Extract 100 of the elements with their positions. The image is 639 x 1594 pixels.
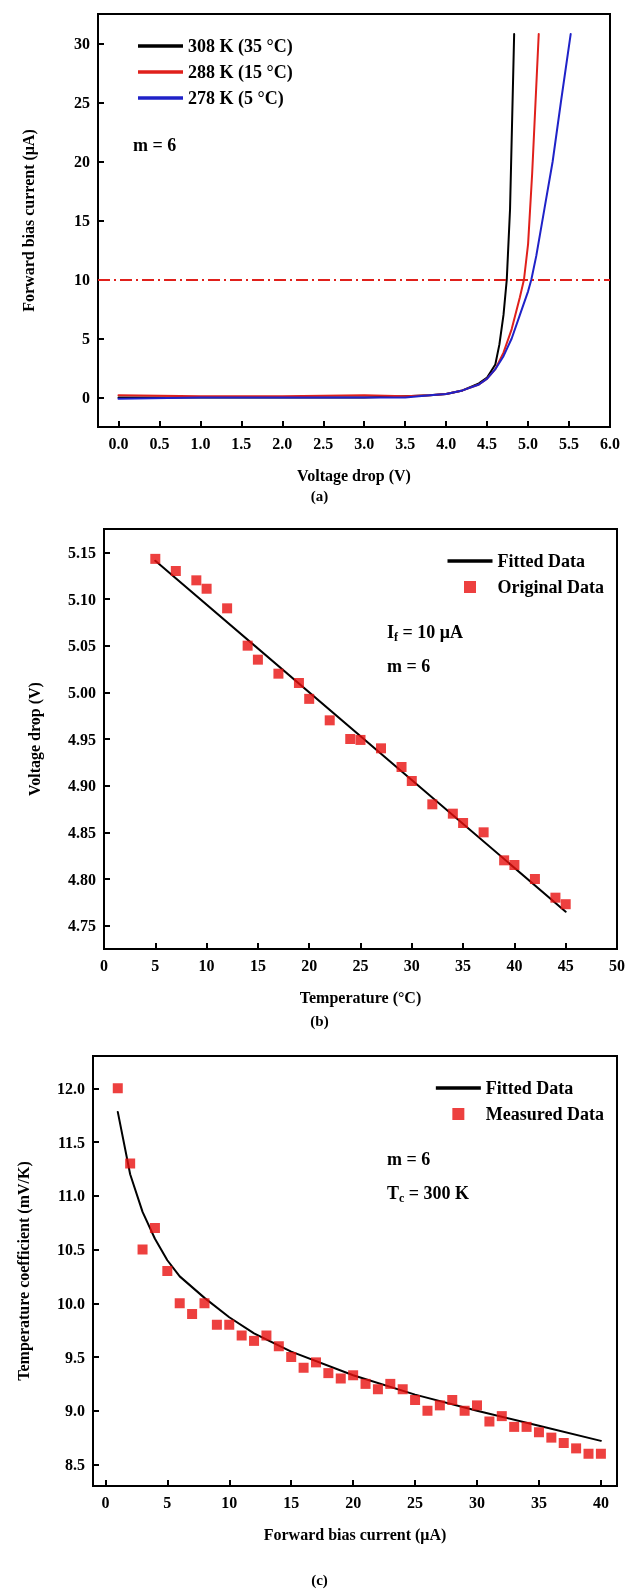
point bbox=[571, 1443, 582, 1454]
x-tick-label: 50 bbox=[609, 956, 625, 974]
point bbox=[242, 640, 253, 651]
point bbox=[252, 654, 263, 665]
y-tick-label: 5.00 bbox=[68, 683, 96, 701]
point bbox=[324, 715, 335, 726]
y-tick-label: 4.95 bbox=[68, 730, 96, 748]
point bbox=[298, 1362, 309, 1373]
y-tick-label: 5.05 bbox=[68, 637, 96, 655]
x-tick-label: 1.0 bbox=[190, 434, 211, 452]
x-tick-label: 0.5 bbox=[149, 434, 170, 452]
point bbox=[472, 1400, 483, 1411]
x-tick-label: 2.5 bbox=[313, 434, 334, 452]
point bbox=[509, 1421, 520, 1432]
x-tick-label: 25 bbox=[352, 956, 369, 974]
point bbox=[187, 1309, 198, 1319]
x-tick-label: 1.5 bbox=[231, 434, 252, 452]
annotation: m = 6 bbox=[387, 1149, 431, 1169]
point bbox=[149, 1223, 160, 1233]
y-tick-label: 4.80 bbox=[68, 870, 96, 888]
x-tick-label: 5 bbox=[163, 1493, 172, 1511]
point bbox=[376, 743, 387, 754]
point bbox=[397, 1384, 408, 1395]
point bbox=[125, 1158, 136, 1169]
point bbox=[293, 678, 304, 688]
x-tick-label: 35 bbox=[455, 956, 472, 974]
annotation: m = 6 bbox=[387, 656, 431, 676]
text: (c) bbox=[311, 1571, 328, 1589]
y-axis-title: Forward bias current (μA) bbox=[19, 129, 38, 312]
x-tick-label: 20 bbox=[301, 956, 318, 974]
point bbox=[355, 734, 366, 745]
x-tick-label: 0 bbox=[100, 956, 108, 974]
x-tick-label: 30 bbox=[469, 1493, 486, 1511]
x-tick-label: 40 bbox=[592, 1493, 609, 1511]
point bbox=[348, 1370, 359, 1381]
point bbox=[595, 1448, 606, 1459]
point bbox=[478, 827, 489, 838]
y-tick-label: 4.90 bbox=[68, 777, 96, 795]
legend-label: Fitted Data bbox=[485, 1078, 574, 1098]
y-tick-label: 10 bbox=[74, 271, 90, 288]
y-tick-label: 12.0 bbox=[57, 1079, 85, 1097]
point bbox=[406, 776, 417, 786]
point bbox=[261, 1330, 272, 1341]
annotation: m = 6 bbox=[133, 135, 177, 155]
point bbox=[447, 1395, 458, 1405]
x-tick-label: 5 bbox=[151, 956, 160, 974]
legend-label: 278 K (5 °C) bbox=[188, 88, 284, 109]
y-tick-label: 11.0 bbox=[57, 1187, 85, 1205]
y-tick-label: 9.5 bbox=[65, 1348, 85, 1366]
x-tick-label: 4.0 bbox=[436, 434, 457, 452]
y-axis-title: Temperature coefficient (mV/K) bbox=[14, 1161, 33, 1381]
x-tick-label: 25 bbox=[407, 1493, 424, 1511]
point bbox=[521, 1421, 532, 1432]
point bbox=[323, 1368, 334, 1379]
point bbox=[560, 899, 571, 910]
x-tick-label: 15 bbox=[283, 1493, 300, 1511]
point bbox=[137, 1244, 148, 1255]
point bbox=[222, 603, 233, 614]
point bbox=[310, 1357, 321, 1368]
x-tick-label: 3.0 bbox=[354, 434, 375, 452]
x-tick-label: 20 bbox=[345, 1493, 362, 1511]
y-tick-label: 10.0 bbox=[57, 1294, 85, 1312]
y-tick-label: 5.15 bbox=[68, 543, 96, 561]
x-tick-label: 0 bbox=[101, 1493, 110, 1511]
x-tick-label: 6.0 bbox=[600, 434, 620, 452]
x-tick-label: 5.0 bbox=[518, 434, 539, 452]
y-tick-label: 5.10 bbox=[68, 590, 96, 608]
x-tick-label: 35 bbox=[530, 1493, 547, 1511]
y-tick-label: 8.5 bbox=[65, 1456, 85, 1473]
point bbox=[360, 1378, 371, 1389]
legend-label: 288 K (15 °C) bbox=[188, 62, 293, 83]
point bbox=[427, 799, 438, 810]
point bbox=[286, 1352, 297, 1362]
point bbox=[459, 1405, 470, 1416]
x-tick-label: 45 bbox=[557, 956, 574, 974]
point bbox=[484, 1416, 495, 1427]
x-tick-label: 2.0 bbox=[272, 434, 293, 452]
point bbox=[558, 1438, 569, 1448]
point bbox=[509, 860, 520, 870]
y-tick-label: 10.5 bbox=[57, 1241, 85, 1258]
y-tick-label: 5 bbox=[82, 330, 90, 347]
legend-label: Measured Data bbox=[485, 1104, 604, 1124]
point bbox=[345, 734, 356, 744]
point bbox=[273, 1341, 284, 1352]
x-tick-label: 40 bbox=[506, 956, 523, 974]
point bbox=[191, 575, 202, 586]
point bbox=[458, 818, 469, 828]
y-tick-label: 4.75 bbox=[68, 917, 96, 935]
point bbox=[236, 1330, 247, 1341]
legend-label: Original Data bbox=[497, 577, 604, 597]
y-tick-label: 0 bbox=[82, 389, 90, 406]
point bbox=[496, 1411, 507, 1422]
point bbox=[499, 855, 510, 866]
y-tick-label: 15 bbox=[74, 212, 90, 229]
x-tick-label: 4.5 bbox=[477, 434, 498, 452]
point bbox=[112, 1083, 123, 1094]
y-tick-label: 20 bbox=[74, 153, 90, 170]
x-tick-label: 3.5 bbox=[395, 434, 416, 452]
point bbox=[396, 762, 407, 772]
point bbox=[170, 566, 181, 576]
